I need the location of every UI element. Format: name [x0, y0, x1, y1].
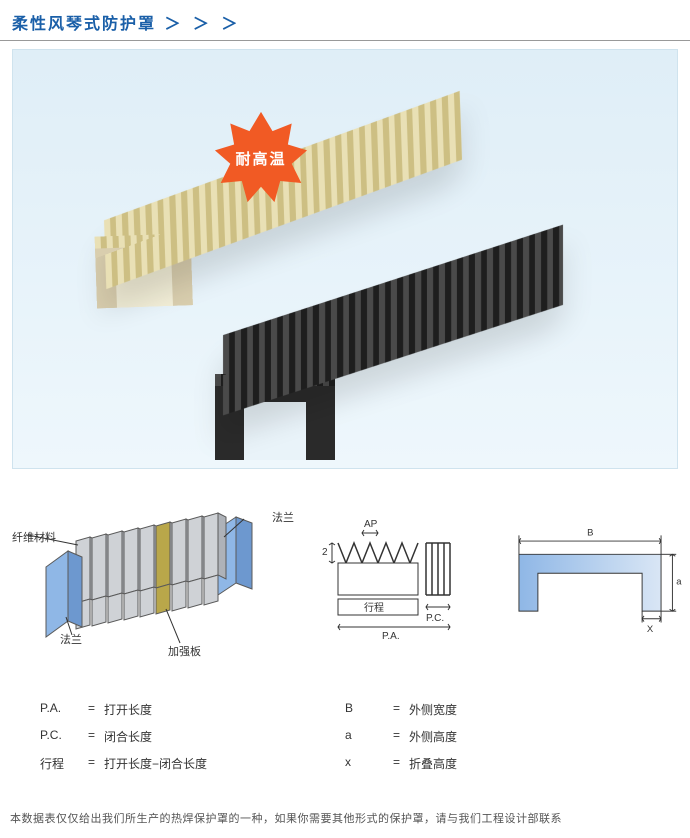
- legend-key: x: [345, 755, 393, 772]
- legend-val: 外侧高度: [409, 728, 457, 745]
- label-travel: 行程: [364, 601, 384, 614]
- legend-key: a: [345, 728, 393, 745]
- diagram-3d-bellows: 纤维材料 法兰 法兰 加强板: [10, 493, 310, 663]
- label-B: B: [587, 527, 593, 538]
- legend-key: B: [345, 701, 393, 718]
- badge-label: 耐高温: [213, 110, 309, 206]
- heat-resistant-badge: 耐高温: [213, 110, 309, 206]
- label-pc: P.C.: [426, 613, 444, 624]
- legend-key: P.C.: [40, 728, 88, 745]
- legend-val: 打开长度: [104, 701, 152, 718]
- label-ap: AP: [364, 519, 378, 530]
- label-two: 2: [322, 547, 328, 558]
- legend-left: P.A.=打开长度 P.C.=闭合长度 行程=打开长度−闭合长度: [40, 691, 345, 782]
- legend: P.A.=打开长度 P.C.=闭合长度 行程=打开长度−闭合长度 B=外侧宽度 …: [40, 691, 650, 782]
- label-reinforce: 加强板: [166, 643, 203, 659]
- label-x: X: [647, 624, 654, 635]
- title-chevrons: ＞ ＞ ＞: [164, 16, 241, 33]
- bellows-cover-black: [223, 250, 563, 390]
- diagram-row: 纤维材料 法兰 法兰 加强板: [10, 493, 680, 663]
- diagram-cross-section: B a X: [500, 493, 680, 663]
- legend-val: 折叠高度: [409, 755, 457, 772]
- diagram-side-schematic: AP 2 行程 P.C. P.A.: [320, 493, 490, 663]
- legend-val: 打开长度−闭合长度: [104, 755, 207, 772]
- page-header: 柔性风琴式防护罩 ＞ ＞ ＞: [0, 0, 690, 41]
- legend-val: 闭合长度: [104, 728, 152, 745]
- legend-val: 外侧宽度: [409, 701, 457, 718]
- legend-key: 行程: [40, 755, 88, 772]
- page-title: 柔性风琴式防护罩 ＞ ＞ ＞: [12, 16, 241, 33]
- title-text: 柔性风琴式防护罩: [12, 16, 156, 33]
- label-a: a: [676, 577, 682, 588]
- hero-image-area: 耐高温: [12, 49, 678, 469]
- legend-right: B=外侧宽度 a=外侧高度 x=折叠高度: [345, 691, 650, 782]
- legend-key: P.A.: [40, 701, 88, 718]
- footnote: 本数据表仅仅给出我们所生产的热焊保护罩的一种，如果你需要其他形式的保护罩，请与我…: [10, 810, 680, 826]
- label-pa: P.A.: [382, 631, 400, 642]
